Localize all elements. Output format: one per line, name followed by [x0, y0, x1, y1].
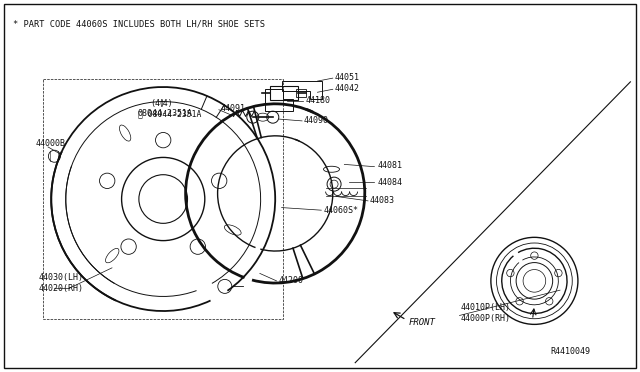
Text: * PART CODE 44060S INCLUDES BOTH LH/RH SHOE SETS: * PART CODE 44060S INCLUDES BOTH LH/RH S…	[13, 20, 265, 29]
Text: 44000P(RH): 44000P(RH)	[461, 314, 511, 323]
Text: Ⓑ 08044-2351A: Ⓑ 08044-2351A	[138, 109, 201, 118]
Text: R4410049: R4410049	[550, 347, 590, 356]
Text: (4): (4)	[158, 99, 173, 108]
Text: 44200: 44200	[278, 276, 303, 285]
Text: 44090: 44090	[304, 116, 329, 125]
Text: 44030(LH): 44030(LH)	[38, 273, 83, 282]
Text: 44091: 44091	[221, 104, 246, 113]
Text: 44051: 44051	[335, 73, 360, 81]
Text: 44042: 44042	[335, 84, 360, 93]
Text: (4): (4)	[150, 99, 165, 108]
Text: 44081: 44081	[378, 161, 403, 170]
Text: 44084: 44084	[378, 178, 403, 187]
Bar	[44, 79, 283, 319]
Text: 44060S*: 44060S*	[323, 206, 358, 215]
Text: 08044-2351A: 08044-2351A	[138, 109, 193, 118]
Text: 44010P(LH): 44010P(LH)	[461, 303, 511, 312]
Bar	[296, 89, 306, 97]
Text: 44083: 44083	[370, 196, 395, 205]
Text: 44020(RH): 44020(RH)	[38, 284, 83, 293]
Text: 44000B: 44000B	[35, 139, 65, 148]
Text: 44180: 44180	[306, 96, 331, 105]
Text: FRONT: FRONT	[408, 318, 435, 327]
